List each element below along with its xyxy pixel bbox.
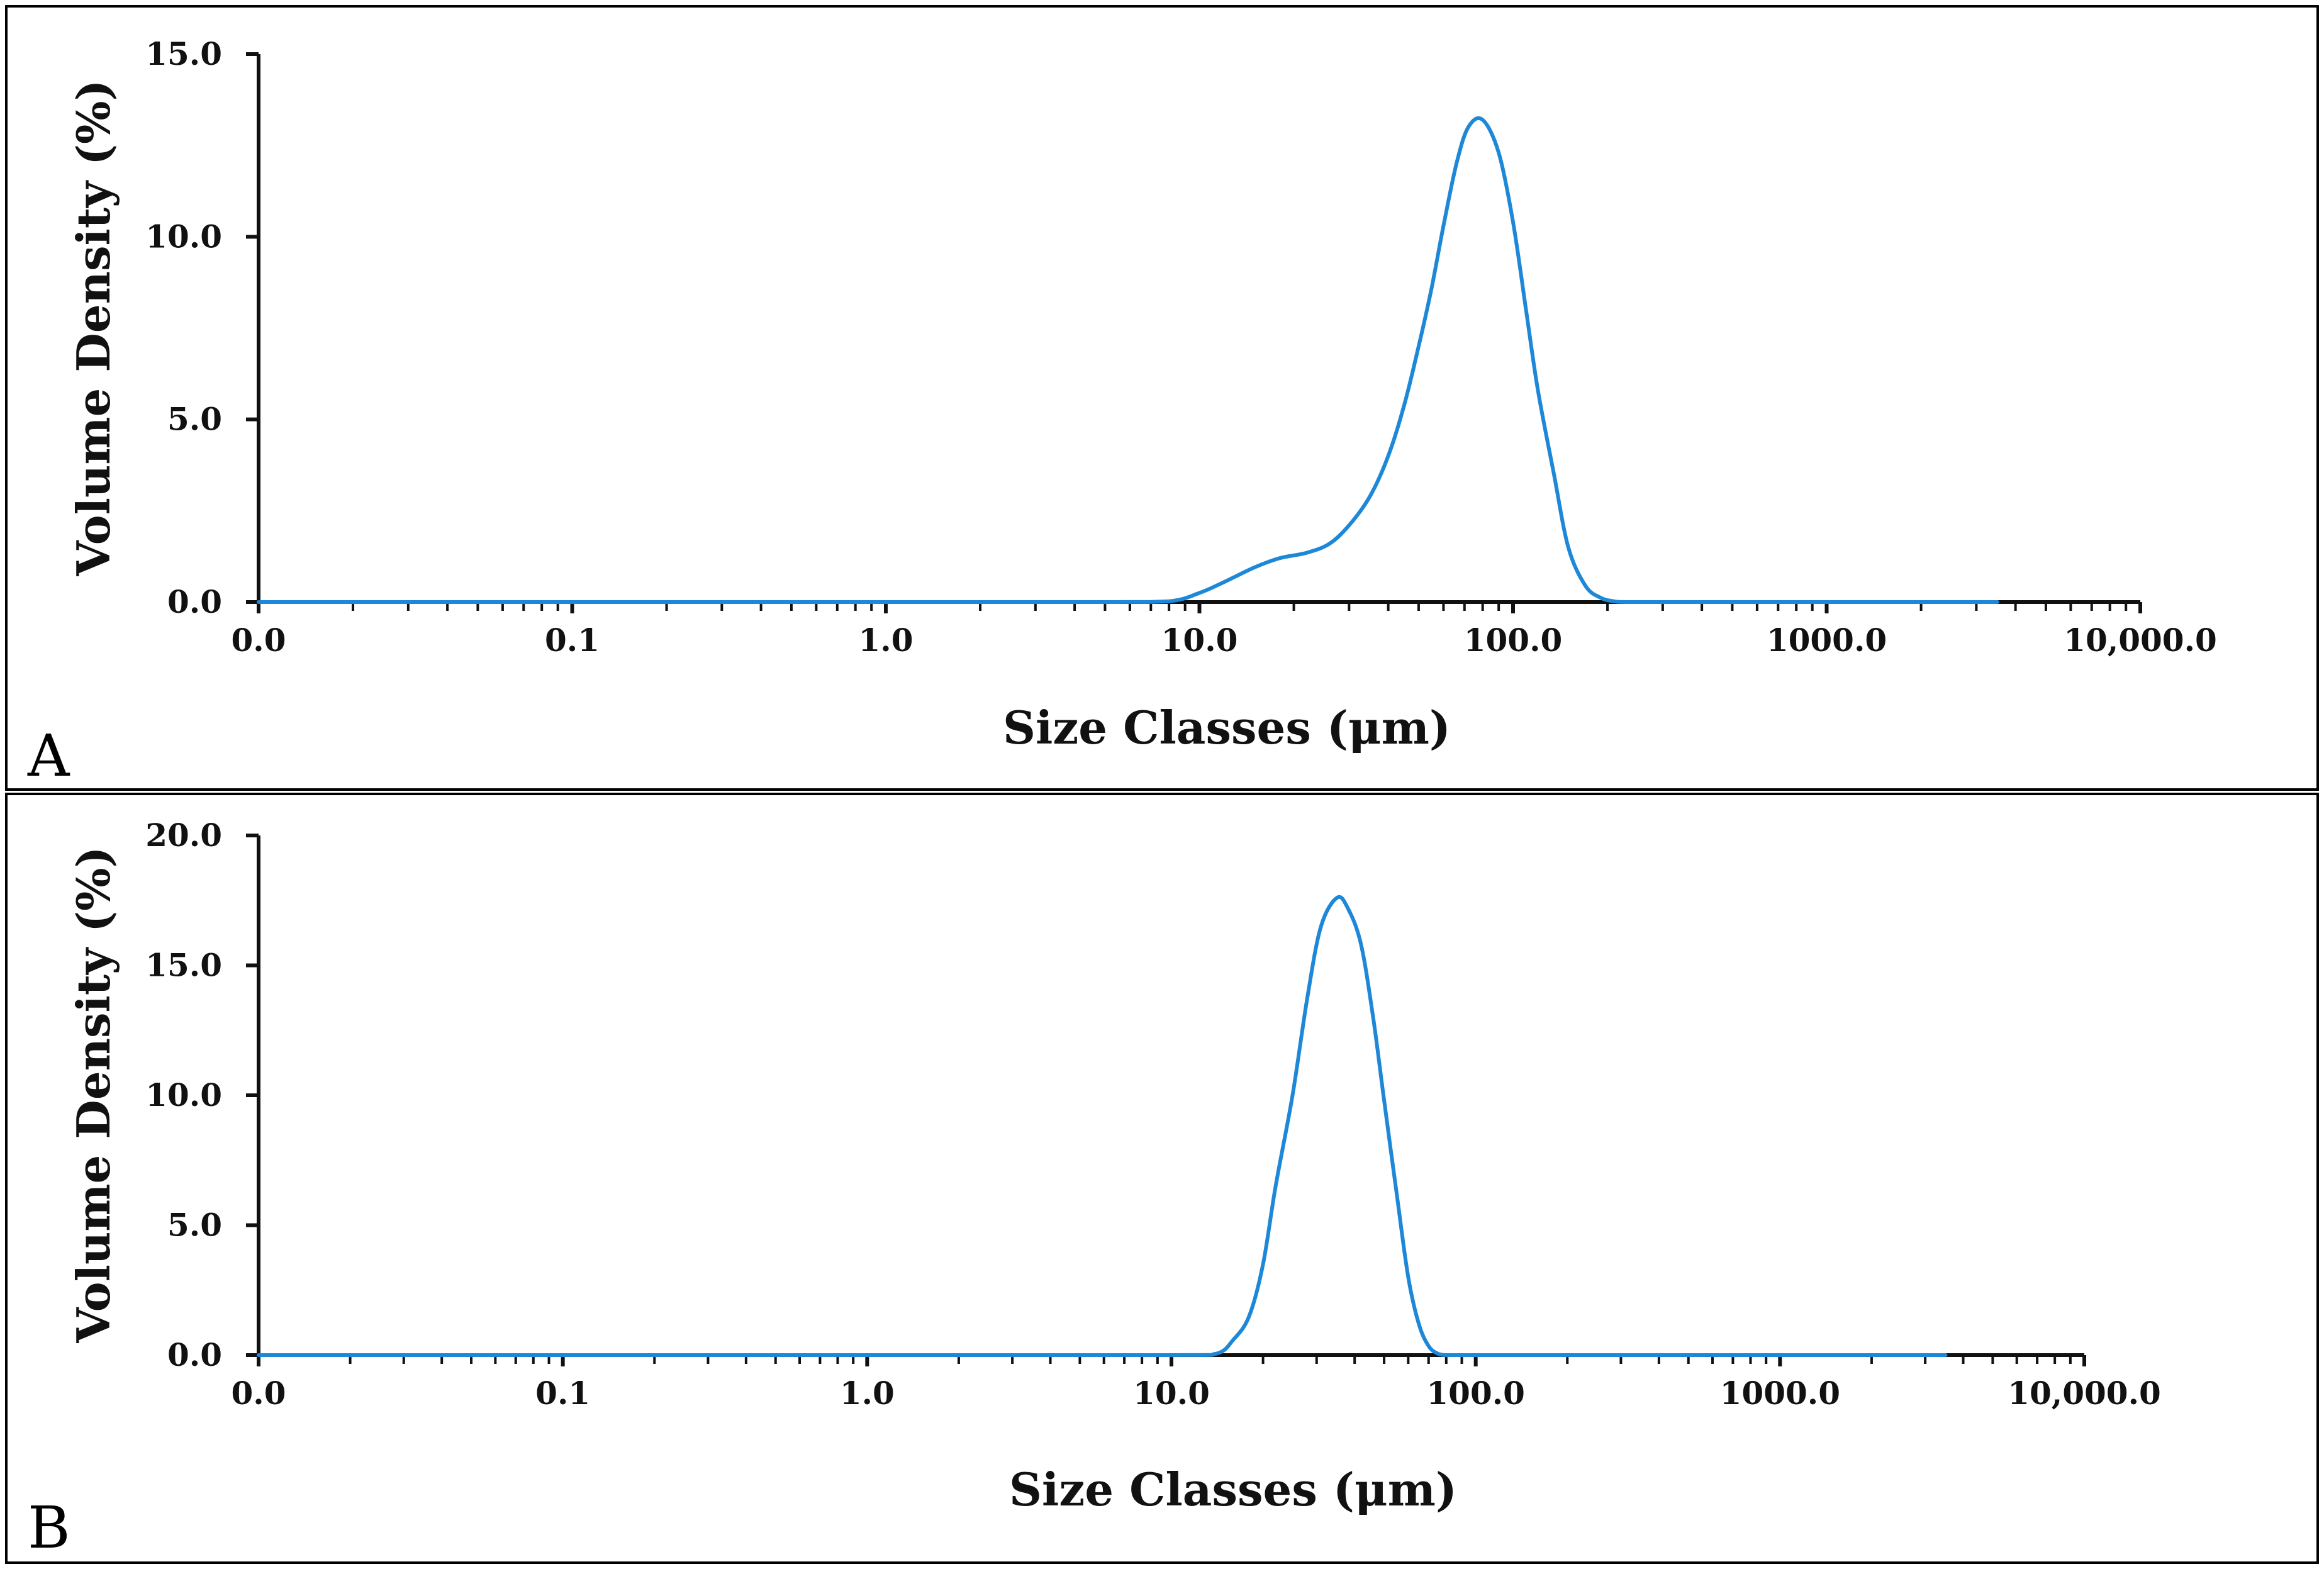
panel-a-y-tick-label: 0.0 [167,583,222,620]
plot-a: 0.0 0.1 1.0 10.0 100.0 1000.0 10,000.0 0.0 5.0 10… [67,35,2217,754]
panel-a-x-tick-label: 1000.0 [1767,622,1887,659]
panel-b-x-tick-label: 1000.0 [1720,1375,1840,1412]
panel-a-label: A [27,722,70,790]
panel-b-x-tick-label: 1.0 [840,1375,895,1412]
panel-b-x-tick-label: 10,000.0 [2008,1375,2161,1412]
panel-a-y-axis-title: Volume Density (%) [67,79,120,576]
panel-b-border [5,793,2319,1564]
panel-b-y-tick-label: 10.0 [145,1076,222,1114]
panel-a-x-tick-label: 0.1 [545,622,600,659]
panel-b-tick-labels: 0.0 0.1 1.0 10.0 100.0 1000.0 10,000.0 0.0 5.0 10… [145,817,2161,1412]
panel-b-y-tick-label: 20.0 [145,817,222,854]
panel-a: 0.0 0.1 1.0 10.0 100.0 1000.0 10,000.0 0.0 5.0 10… [5,5,2319,791]
panel-b-x-tick-label: 0.1 [535,1375,590,1412]
panel-a-y-tick-label: 5.0 [167,401,222,438]
panel-a-y-tick-label: 15.0 [145,35,222,72]
panel-a-x-tick-label: 100.0 [1464,622,1563,659]
panel-b-y-tick-label: 5.0 [167,1207,222,1244]
panel-b-x-axis-title: Size Classes (μm) [1009,1463,1457,1516]
panel-b-ticks [246,834,2086,1366]
panel-a-series-line [257,116,1999,605]
panel-b-y-tick-label: 0.0 [167,1336,222,1373]
panel-a-x-tick-label: 10.0 [1161,622,1238,659]
panel-b-x-tick-label: 100.0 [1426,1375,1525,1412]
panel-b-x-tick-label: 0.0 [232,1375,286,1412]
panel-b-series-line [257,895,1948,1358]
panel-a-tick-labels: 0.0 0.1 1.0 10.0 100.0 1000.0 10,000.0 0.0 5.0 10… [145,35,2217,659]
panel-a-ticks [246,52,2142,613]
panel-a-y-tick-label: 10.0 [145,218,222,255]
panel-b: 0.0 0.1 1.0 10.0 100.0 1000.0 10,000.0 0.0 5.0 10… [5,793,2319,1564]
panel-a-border [5,5,2319,791]
panel-a-x-axis-title: Size Classes (μm) [1003,701,1451,754]
panel-a-x-tick-label: 1.0 [859,622,913,659]
panel-b-x-tick-label: 10.0 [1133,1375,1210,1412]
panel-b-y-axis-title: Volume Density (%) [67,846,120,1343]
panel-a-x-tick-label: 10,000.0 [2064,622,2217,659]
panel-b-y-tick-label: 15.0 [145,947,222,984]
panel-a-x-tick-label: 0.0 [232,622,286,659]
plot-b: 0.0 0.1 1.0 10.0 100.0 1000.0 10,000.0 0.0 5.0 10… [67,817,2161,1516]
panel-b-label: B [28,1494,70,1561]
